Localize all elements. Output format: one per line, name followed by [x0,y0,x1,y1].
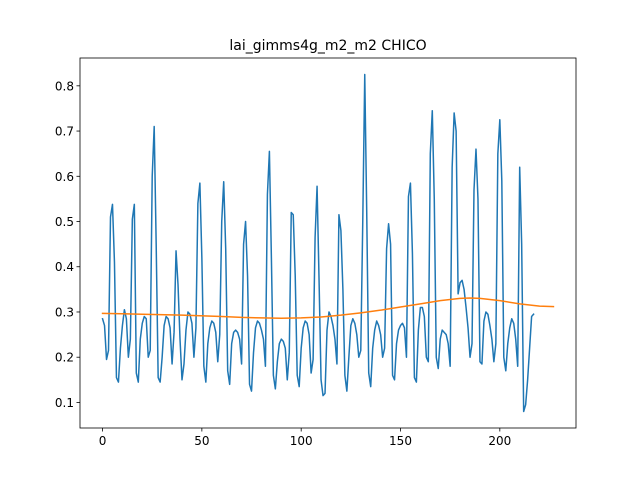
series-layer [101,73,555,413]
y-tick-label: 0.4 [55,260,74,274]
y-tick-label: 0.1 [55,396,74,410]
x-tick-label: 200 [488,434,511,448]
y-tick-label: 0.5 [55,215,74,229]
y-tick-label: 0.7 [55,125,74,139]
y-tick-label: 0.8 [55,79,74,93]
y-axis: 0.1 0.2 0.3 0.4 0.5 0.6 0.7 0.8 [55,79,80,410]
plot-frame [79,57,577,429]
chart-title: lai_gimms4g_m2_m2 CHICO [229,38,426,54]
y-tick-label: 0.3 [55,305,74,319]
x-tick-label: 150 [389,434,412,448]
series-line-1 [101,73,535,413]
y-tick-label: 0.6 [55,170,74,184]
x-tick-label: 0 [99,434,107,448]
x-tick-label: 100 [290,434,313,448]
x-tick-label: 50 [194,434,209,448]
series-line-2 [101,297,555,320]
x-axis: 0 50 100 150 200 [99,428,511,448]
y-tick-label: 0.2 [55,351,74,365]
